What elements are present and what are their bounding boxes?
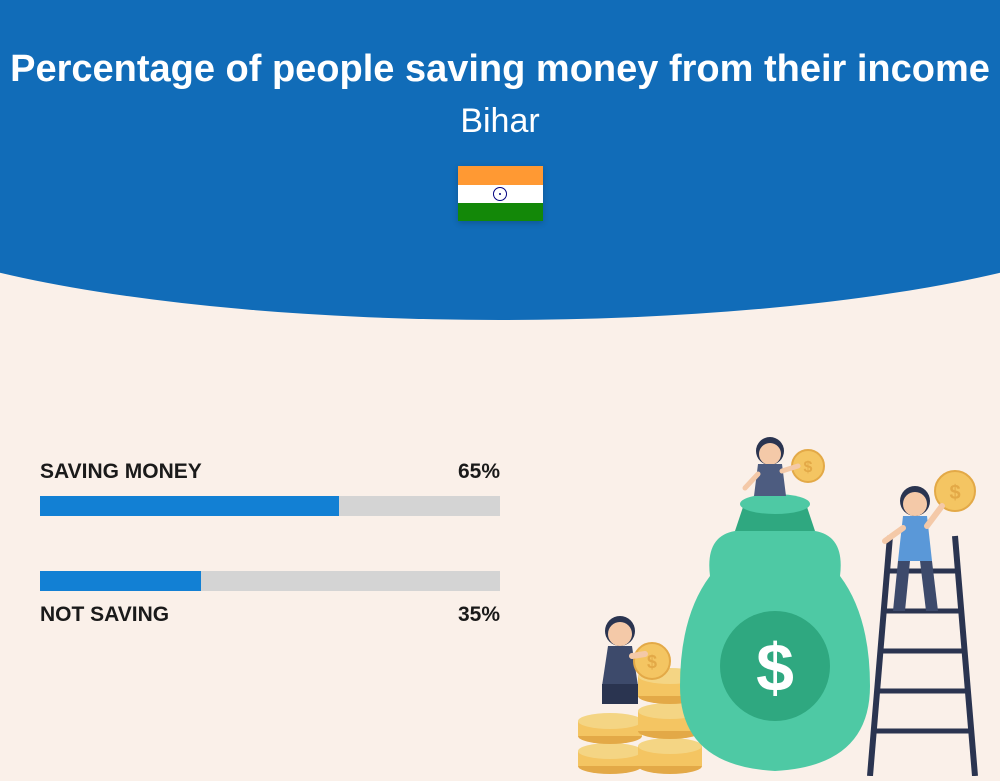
subtitle: Bihar [0,102,1000,141]
bar-group-notsaving: NOT SAVING 35% [40,571,500,627]
bar-value-notsaving: 35% [458,603,500,627]
flag-white-stripe [458,185,543,203]
bar-group-saving: SAVING MONEY 65% [40,460,500,516]
bars-container: SAVING MONEY 65% NOT SAVING 35% [40,460,500,682]
bar-labels-saving: SAVING MONEY 65% [40,460,500,484]
flag-saffron-stripe [458,166,543,184]
bar-fill-notsaving [40,571,201,591]
bar-label-saving: SAVING MONEY [40,460,202,484]
bar-fill-saving [40,496,339,516]
bar-labels-notsaving: NOT SAVING 35% [40,603,500,627]
header-content: Percentage of people saving money from t… [0,0,1000,221]
bar-label-notsaving: NOT SAVING [40,603,169,627]
money-bag-icon: $ [680,494,870,771]
svg-text:$: $ [647,652,657,672]
svg-text:$: $ [949,482,960,504]
svg-text:$: $ [756,630,794,706]
person-top-icon: $ [745,437,824,496]
bar-value-saving: 65% [458,460,500,484]
chakra-icon [493,187,507,201]
flag-green-stripe [458,203,543,221]
india-flag-icon [458,166,543,221]
main-title: Percentage of people saving money from t… [0,45,1000,94]
svg-text:$: $ [804,459,813,476]
savings-illustration: $ $ $ [560,436,980,776]
bar-track-notsaving [40,571,500,591]
bar-track-saving [40,496,500,516]
